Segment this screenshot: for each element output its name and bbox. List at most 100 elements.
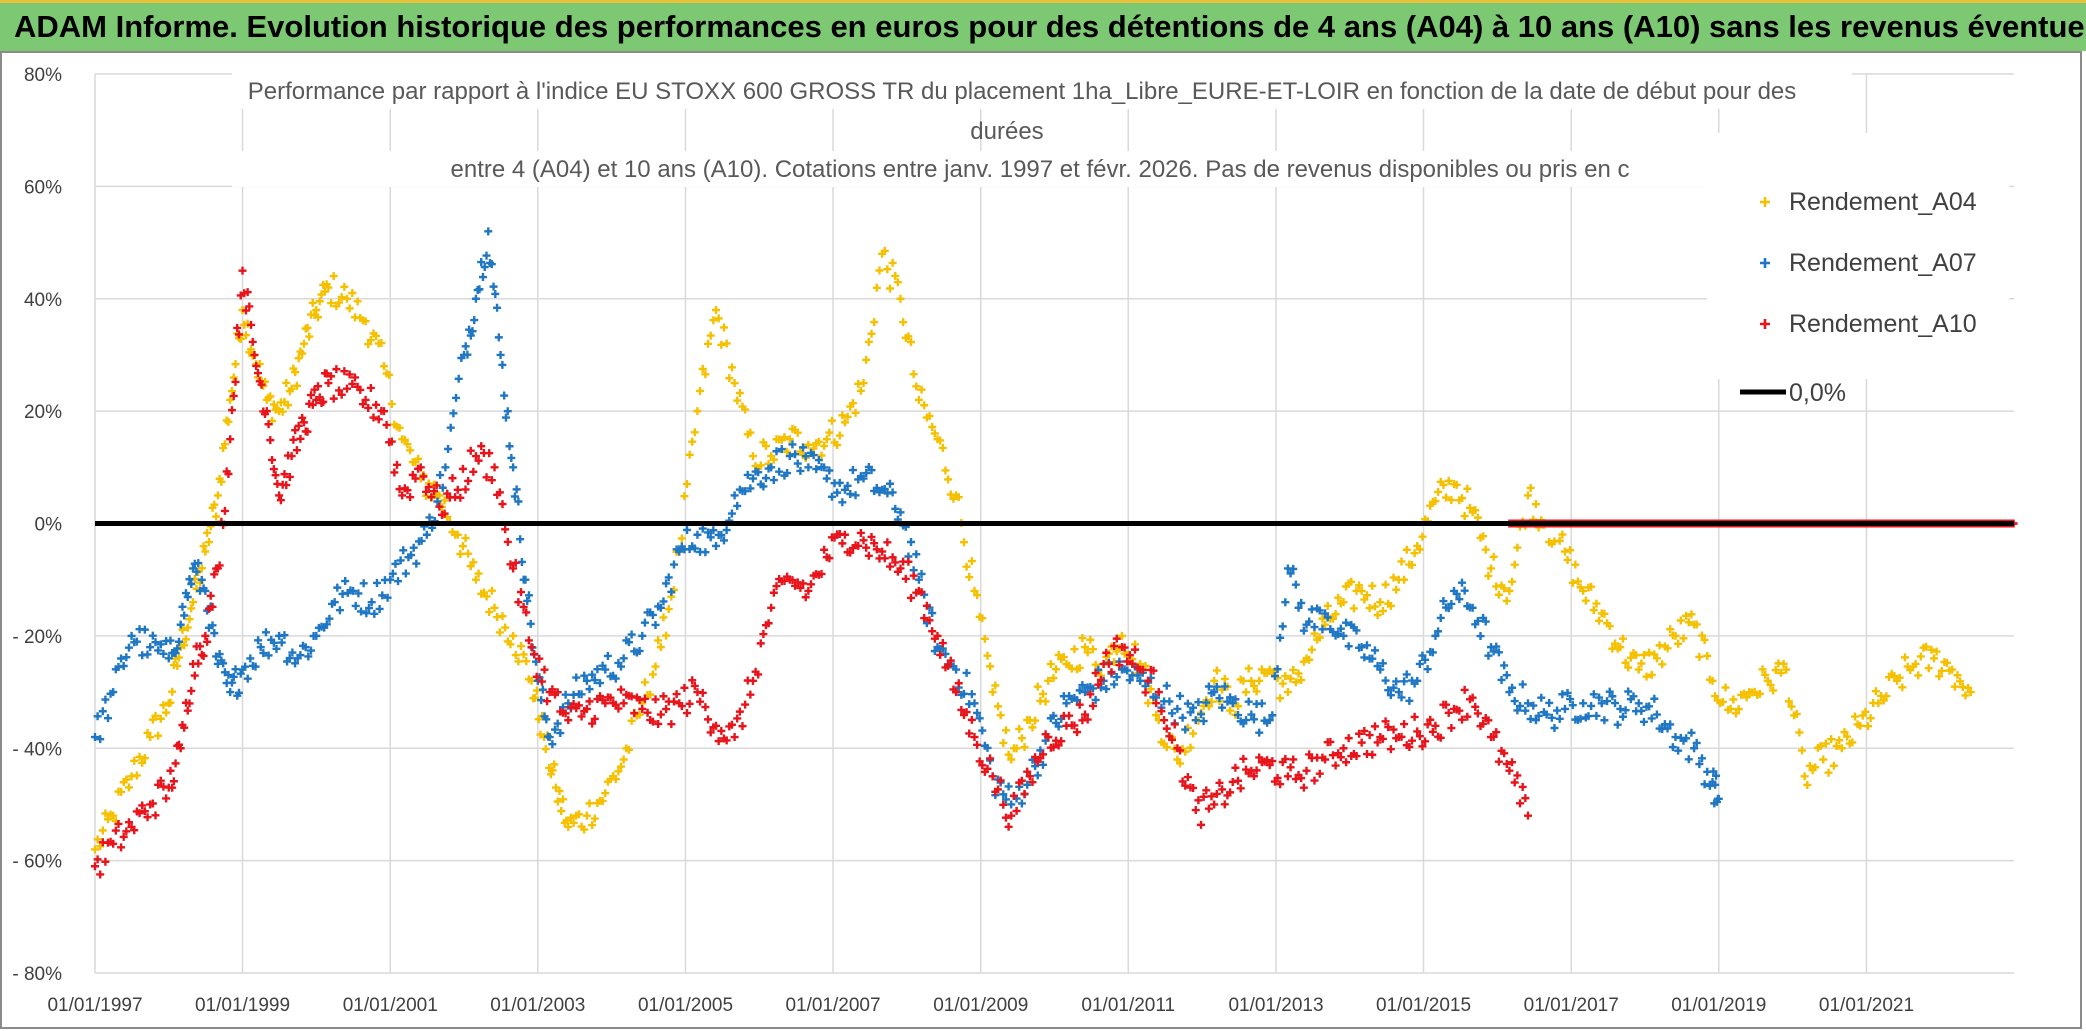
rendement-a10-point: [1239, 754, 1248, 763]
rendement-a04-point: [138, 758, 147, 767]
rendement-a07-point: [669, 560, 678, 569]
rendement-a07-point: [208, 621, 217, 630]
rendement-a10-point: [1160, 716, 1169, 725]
rendement-a04-point: [1349, 604, 1358, 613]
rendement-a07-point: [1621, 706, 1630, 715]
rendement-a10-point: [275, 491, 284, 500]
rendement-a04-point: [917, 385, 926, 394]
rendement-a10-point: [1428, 727, 1437, 736]
rendement-a04-point: [340, 282, 349, 291]
rendement-a07-point: [843, 481, 852, 490]
rendement-a04-point: [978, 614, 987, 623]
rendement-a10-point: [111, 826, 120, 835]
rendement-a07-point: [1663, 724, 1672, 733]
rendement-a07-point: [851, 491, 860, 500]
rendement-a10-point: [1104, 659, 1113, 668]
rendement-a07-point: [1692, 738, 1701, 747]
rendement-a10-point: [377, 406, 386, 415]
rendement-a04-point: [851, 408, 860, 417]
rendement-a04-point: [1835, 736, 1844, 745]
rendement-a04-point: [1226, 706, 1235, 715]
legend-label-rendement-a04: Rendement_A04: [1789, 188, 1977, 216]
rendement-a10-point: [519, 602, 528, 611]
rendement-a07-point: [1568, 701, 1577, 710]
rendement-a04-point: [925, 412, 934, 421]
rendement-a10-point: [245, 302, 254, 311]
rendement-a10-point: [106, 837, 115, 846]
rendement-a04-point: [1864, 722, 1873, 731]
rendement-a07-point: [1276, 633, 1285, 642]
rendement-a07-point: [561, 690, 570, 699]
rendement-a07-point: [1597, 699, 1606, 708]
rendement-a04-point: [598, 796, 607, 805]
rendement-a07-point: [1431, 631, 1440, 640]
rendement-a07-point: [498, 360, 507, 369]
rendement-a04-point: [1729, 695, 1738, 704]
rendement-a07-point: [1226, 693, 1235, 702]
rendement-a10-point: [580, 707, 589, 716]
rendement-a07-point: [1384, 686, 1393, 695]
rendement-a07-point: [91, 733, 99, 742]
rendement-a07-point: [391, 559, 400, 568]
rendement-a04-point: [1294, 669, 1303, 678]
rendement-a10-point: [1144, 676, 1153, 685]
rendement-a04-point: [403, 440, 412, 449]
rendement-a07-point: [1318, 625, 1327, 634]
rendement-a04-point: [197, 564, 206, 573]
rendement-a10-point: [456, 493, 465, 502]
rendement-a04-point: [1494, 590, 1503, 599]
rendement-a04-point: [168, 687, 177, 696]
rendement-a07-point: [856, 472, 865, 481]
rendement-a07-point: [1684, 755, 1693, 764]
rendement-a10-point: [1392, 734, 1401, 743]
rendement-a07-point: [417, 536, 426, 545]
rendement-a10-point: [453, 485, 462, 494]
rendement-a10-point: [1378, 734, 1387, 743]
rendement-a04-point: [899, 318, 908, 327]
rendement-a10-point: [169, 777, 178, 786]
rendement-a10-point: [730, 733, 739, 742]
rendement-a07-point: [862, 469, 871, 478]
rendement-a10-point: [1418, 742, 1427, 751]
rendement-a04-point: [1895, 673, 1904, 682]
rendement-a04-point: [1434, 487, 1443, 496]
rendement-a10-point: [382, 420, 391, 429]
rendement-a04-point: [814, 437, 823, 446]
rendement-a07-point: [662, 579, 671, 588]
rendement-a04-point: [135, 752, 144, 761]
rendement-a10-point: [1463, 712, 1472, 721]
rendement-a07-point: [585, 685, 594, 694]
rendement-a04-point: [553, 797, 562, 806]
rendement-a10-point: [970, 733, 979, 742]
rendement-a07-point: [215, 650, 224, 659]
rendement-a04-point: [712, 305, 721, 314]
rendement-a04-point: [327, 299, 336, 308]
rendement-a04-point: [247, 345, 256, 354]
rendement-a04-point: [1555, 536, 1564, 545]
rendement-a04-point: [1866, 714, 1875, 723]
x-tick-label: 01/01/2015: [1376, 995, 1471, 1016]
rendement-a07-point: [1695, 760, 1704, 769]
rendement-a10-point: [466, 446, 475, 455]
rendement-a04-point: [696, 386, 705, 395]
rendement-a04-point: [514, 657, 523, 666]
rendement-a04-point: [305, 332, 314, 341]
rendement-a10-point: [495, 488, 504, 497]
rendement-a04-point: [820, 441, 829, 450]
rendement-a04-point: [516, 642, 525, 651]
rendement-a04-point: [1402, 545, 1411, 554]
rendement-a04-point: [241, 331, 250, 340]
rendement-a10-point: [284, 451, 293, 460]
rendement-a04-point: [322, 280, 331, 289]
rendement-a07-point: [809, 451, 818, 460]
rendement-a07-point: [1547, 713, 1556, 722]
rendement-a04-point: [541, 745, 550, 754]
rendement-a04-point: [683, 480, 692, 489]
rendement-a07-point: [1291, 580, 1300, 589]
rendement-a04-point: [930, 429, 939, 438]
rendement-a07-point: [362, 609, 371, 618]
rendement-a07-point: [1031, 762, 1040, 771]
rendement-a04-point: [893, 278, 902, 287]
rendement-a04-point: [611, 775, 620, 784]
rendement-a07-point: [1368, 654, 1377, 663]
